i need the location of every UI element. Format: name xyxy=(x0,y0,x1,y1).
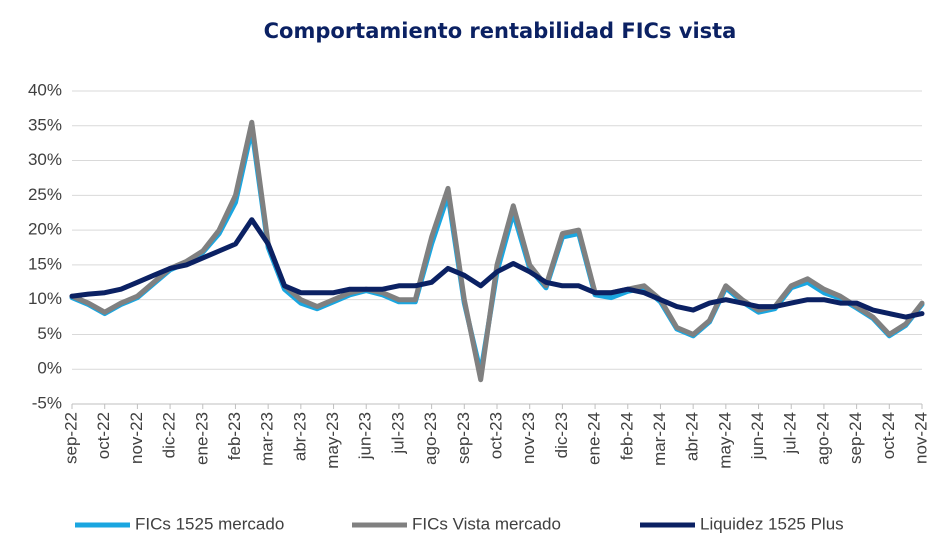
y-tick-label: 5% xyxy=(37,324,62,343)
x-tick-label: sep-23 xyxy=(454,412,473,464)
x-tick-label: ago-24 xyxy=(813,412,832,465)
x-tick-label: jul-23 xyxy=(388,412,407,455)
x-tick-label: ene-24 xyxy=(585,412,604,465)
y-tick-label: 0% xyxy=(37,359,62,378)
x-tick-label: dic-23 xyxy=(552,412,571,458)
series-line xyxy=(69,119,925,383)
y-tick-label: 25% xyxy=(28,185,62,204)
legend-label: FICs Vista mercado xyxy=(412,514,561,533)
x-tick-label: mar-23 xyxy=(258,412,277,466)
legend-label: Liquidez 1525 Plus xyxy=(700,514,844,533)
chart-title: Comportamiento rentabilidad FICs vista xyxy=(264,19,737,43)
y-tick-label: -5% xyxy=(32,393,62,412)
y-tick-label: 15% xyxy=(28,254,62,273)
y-tick-label: 30% xyxy=(28,150,62,169)
y-tick-label: 20% xyxy=(28,220,62,239)
x-tick-label: abr-24 xyxy=(683,412,702,461)
legend-label: FICs 1525 mercado xyxy=(135,514,284,533)
y-tick-label: 40% xyxy=(28,80,62,99)
y-tick-label: 35% xyxy=(28,115,62,134)
y-tick-label: 10% xyxy=(28,289,62,308)
x-tick-label: nov-22 xyxy=(127,412,146,464)
x-tick-label: sep-24 xyxy=(846,412,865,464)
x-tick-label: ago-23 xyxy=(421,412,440,465)
x-tick-label: jun-24 xyxy=(748,412,767,460)
x-tick-label: ene-23 xyxy=(192,412,211,465)
x-tick-label: nov-24 xyxy=(911,412,930,464)
x-tick-label: nov-23 xyxy=(519,412,538,464)
x-tick-label: oct-22 xyxy=(94,412,113,459)
x-tick-label: may-24 xyxy=(715,412,734,469)
x-tick-label: jul-24 xyxy=(781,412,800,455)
x-tick-label: may-23 xyxy=(323,412,342,469)
x-tick-label: sep-22 xyxy=(61,412,80,464)
x-tick-label: oct-23 xyxy=(486,412,505,459)
series-line xyxy=(69,217,925,320)
x-tick-label: feb-24 xyxy=(617,412,636,460)
x-tick-label: oct-24 xyxy=(879,412,898,459)
x-tick-label: feb-23 xyxy=(225,412,244,460)
x-tick-label: mar-24 xyxy=(650,412,669,466)
x-tick-label: jun-23 xyxy=(356,412,375,460)
x-tick-label: dic-22 xyxy=(160,412,179,458)
x-tick-label: abr-23 xyxy=(290,412,309,461)
